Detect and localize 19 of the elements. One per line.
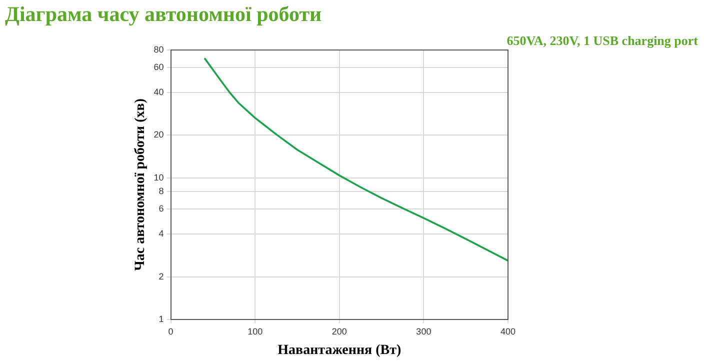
y-tick-label: 60 [154,62,164,72]
x-tick-label: 200 [332,326,347,336]
y-tick-label: 20 [154,130,164,140]
x-tick-label: 400 [500,326,516,336]
chart-title: Діаграма часу автономної роботи [5,2,322,27]
y-tick-label: 1 [158,314,164,324]
y-axis-title: Час автономної роботи (хв) [133,98,148,271]
x-tick-label: 0 [168,326,174,336]
text: 650VA, 230V, 1 USB charging port [506,33,698,49]
y-tick-label: 2 [158,271,164,282]
x-tick-label: 100 [248,326,263,336]
y-tick-label: 80 [154,44,164,54]
y-tick-label: 10 [154,172,164,182]
x-tick-label: 300 [416,326,432,336]
y-tick-label: 4 [158,228,164,239]
y-tick-label: 8 [158,186,164,196]
y-tick-label: 40 [154,87,164,98]
x-axis-title: Навантаження (Вт) [278,343,402,358]
y-tick-label: 6 [158,204,164,214]
